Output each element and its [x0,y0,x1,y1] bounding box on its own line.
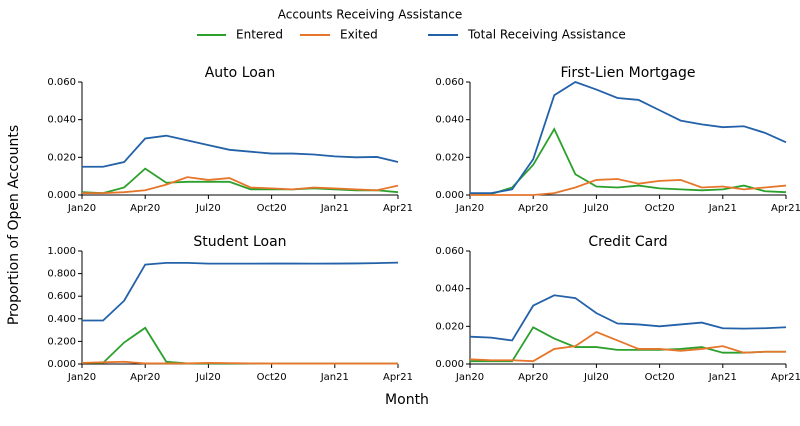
x-tick-label: Apr20 [130,203,160,214]
x-tick-label: Oct20 [257,203,287,214]
y-tick-label: 0.400 [47,314,76,325]
subplot-title: Student Loan [193,234,286,250]
x-tick-label: Jan20 [67,203,96,214]
series-line [469,330,786,363]
x-tick-label: Oct20 [645,372,675,383]
series-line [81,360,398,365]
x-tick-label: Oct20 [645,203,675,214]
x-tick-label: Apr20 [518,372,548,383]
legend-title: Accounts Receiving Assistance [278,8,462,22]
y-tick-label: 0.060 [435,246,464,257]
series-line [82,134,399,168]
legend-label: Exited [340,28,378,42]
y-tick-label: 0.040 [435,115,464,126]
series-line [82,176,399,195]
y-tick-label: 0.000 [47,359,76,370]
x-tick-label: Jan20 [455,372,484,383]
y-tick-label: 0.060 [435,77,464,88]
x-tick-label: Apr21 [383,203,413,214]
x-tick-label: Jan21 [708,372,737,383]
y-tick-label: 0.020 [435,152,464,163]
series-line [82,261,399,322]
y-tick-label: 0.600 [47,291,76,302]
series-line [470,127,787,195]
y-tick-label: 0.020 [435,321,464,332]
y-tick-label: 1.000 [47,246,76,257]
x-tick-label: Jul20 [195,203,221,214]
x-tick-label: Apr20 [130,372,160,383]
x-tick-label: Apr20 [518,203,548,214]
series-line [81,167,399,195]
x-tick-label: Oct20 [257,372,287,383]
y-tick-label: 0.000 [435,190,464,201]
x-tick-label: Jan21 [708,203,737,214]
subplot-title: Credit Card [588,234,667,250]
subplot-title: Auto Loan [205,65,276,81]
y-tick-label: 0.200 [47,336,76,347]
legend-label: Entered [236,28,283,42]
x-axis-label: Month [385,392,429,408]
y-tick-label: 0.060 [47,77,76,88]
x-tick-label: Jan20 [455,203,484,214]
y-tick-label: 0.040 [47,115,76,126]
series-line [470,81,787,195]
x-tick-label: Jul20 [583,203,609,214]
y-tick-label: 0.020 [47,152,76,163]
x-tick-label: Apr21 [771,203,800,214]
y-tick-label: 0.000 [435,359,464,370]
x-tick-label: Jan20 [67,372,96,383]
x-tick-label: Apr21 [771,372,800,383]
y-tick-label: 0.000 [47,190,76,201]
y-axis-label: Proportion of Open Accounts [6,125,22,325]
series-line [470,326,786,363]
x-tick-label: Jul20 [195,372,221,383]
series-line [469,294,787,342]
y-tick-label: 0.040 [435,284,464,295]
x-tick-label: Jan21 [320,372,349,383]
x-tick-label: Jan21 [320,203,349,214]
x-tick-label: Apr21 [383,372,413,383]
x-tick-label: Jul20 [583,372,609,383]
subplot-title: First-Lien Mortgage [561,65,696,81]
series-line [470,178,787,196]
y-tick-label: 0.800 [47,269,76,280]
legend-label: Total Receiving Assistance [467,28,626,42]
series-line [82,326,398,365]
